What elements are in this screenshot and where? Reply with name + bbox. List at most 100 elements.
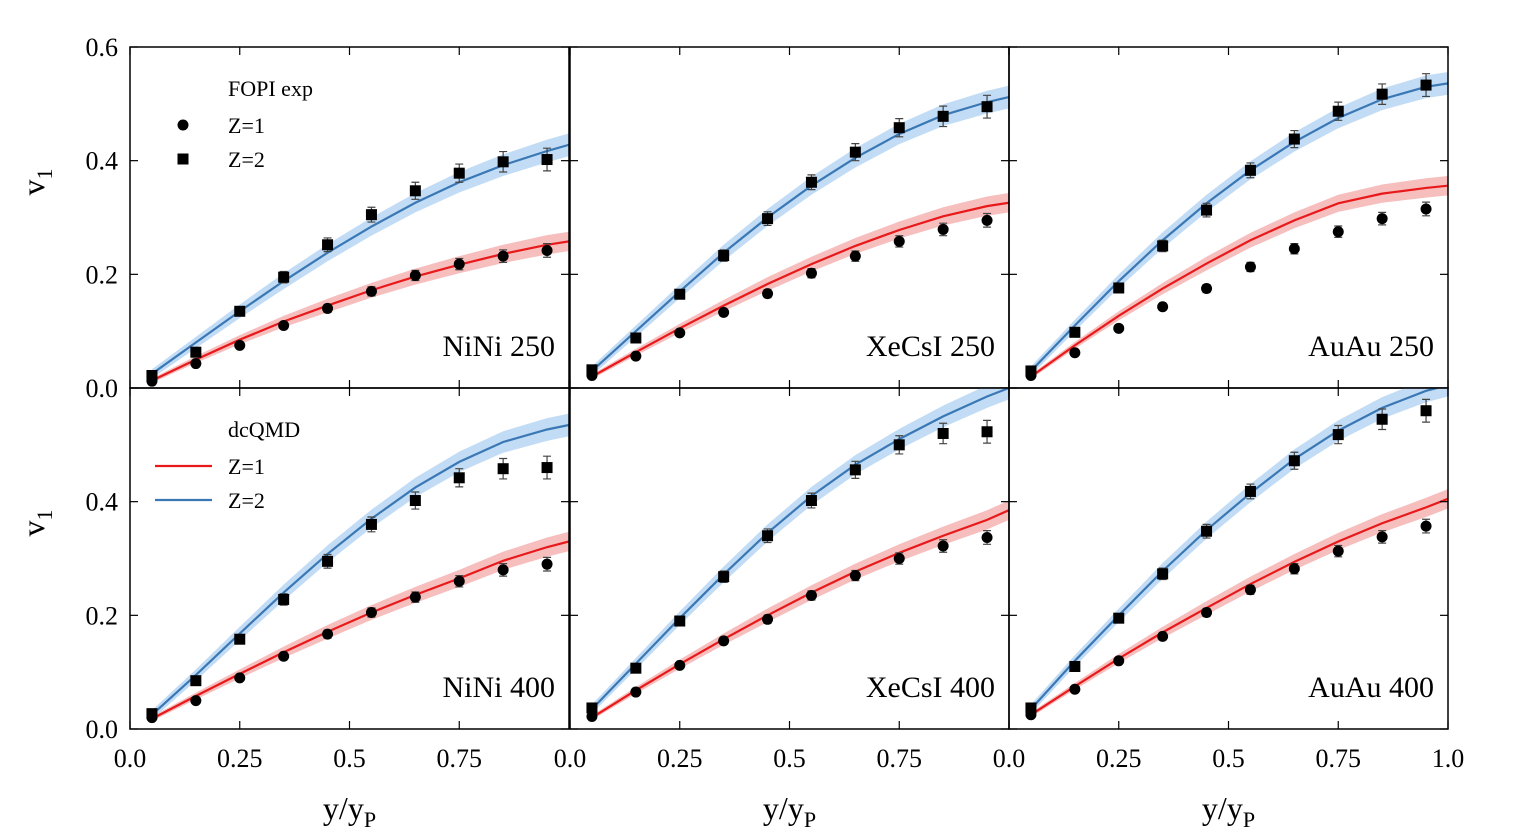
- data-point: [674, 327, 686, 339]
- data-point: [1332, 226, 1344, 238]
- data-point: [1332, 429, 1344, 441]
- data-point: [1376, 413, 1388, 425]
- data-point: [1025, 365, 1037, 377]
- legend-label: Z=2: [228, 488, 265, 513]
- data-point: [453, 258, 465, 270]
- data-point: [1113, 612, 1125, 624]
- model-band: [151, 231, 569, 383]
- data-point: [1288, 455, 1300, 467]
- x-axis-label: y/yP: [1202, 790, 1255, 832]
- data-point: [1201, 204, 1213, 216]
- model-band: [591, 500, 1009, 720]
- data-point: [937, 110, 949, 122]
- x-tick-label: 0.5: [333, 744, 366, 773]
- data-point: [586, 702, 598, 714]
- data-point: [762, 530, 774, 542]
- legend-title: dcQMD: [228, 417, 300, 442]
- x-tick-label: 0.25: [217, 744, 263, 773]
- data-point: [981, 426, 993, 438]
- x-tick-label: 0.5: [773, 744, 806, 773]
- data-point: [937, 540, 949, 552]
- y-tick-label: 0.4: [86, 488, 119, 517]
- model-band: [1030, 72, 1448, 376]
- data-point: [497, 156, 509, 168]
- data-point: [893, 235, 905, 247]
- data-point: [1332, 545, 1344, 557]
- data-point: [805, 176, 817, 188]
- model-band: [1030, 176, 1448, 379]
- data-point: [849, 570, 861, 582]
- data-point: [1288, 133, 1300, 145]
- data-point: [322, 239, 334, 251]
- x-axis-label: y/yP: [763, 790, 816, 832]
- x-tick-label: 0.0: [993, 744, 1026, 773]
- data-point: [849, 250, 861, 262]
- x-tick-label: 0.0: [114, 744, 147, 773]
- x-tick-label: 1.0: [1432, 744, 1465, 773]
- x-axis-label-main: y/y: [323, 790, 364, 826]
- panel-label: AuAu 400: [1308, 671, 1434, 704]
- data-point: [1332, 105, 1344, 117]
- x-axis-label-main: y/y: [763, 790, 804, 826]
- data-point: [409, 495, 421, 507]
- model-line: [591, 201, 1009, 378]
- data-point: [1201, 283, 1213, 295]
- data-point: [453, 167, 465, 179]
- data-point: [146, 708, 158, 720]
- data-point: [1069, 683, 1081, 695]
- data-point: [234, 305, 246, 317]
- panel: [1025, 388, 1448, 721]
- data-point: [453, 472, 465, 484]
- y-tick-label: 0.2: [86, 260, 119, 289]
- data-point: [1069, 326, 1081, 338]
- data-point: [1113, 322, 1125, 334]
- data-point: [981, 531, 993, 543]
- data-point: [409, 269, 421, 281]
- data-point: [981, 214, 993, 226]
- data-point: [234, 633, 246, 645]
- data-point: [893, 122, 905, 134]
- data-point: [1420, 79, 1432, 91]
- data-point: [322, 628, 334, 640]
- data-point: [674, 288, 686, 300]
- data-point: [586, 364, 598, 376]
- data-point: [762, 288, 774, 300]
- data-point: [497, 250, 509, 262]
- data-point: [190, 695, 202, 707]
- data-point: [1376, 531, 1388, 543]
- data-point: [234, 339, 246, 351]
- data-point: [981, 101, 993, 113]
- data-point: [322, 302, 334, 314]
- x-axis-label-main: y/y: [1202, 790, 1243, 826]
- data-point: [278, 593, 290, 605]
- data-point: [1157, 568, 1169, 580]
- x-axis-label: y/yP: [323, 790, 376, 832]
- y-tick-label: 0.0: [86, 715, 119, 744]
- data-point: [1244, 584, 1256, 596]
- x-axis-label-sub: P: [364, 807, 376, 832]
- data-point: [1201, 525, 1213, 537]
- panel: [146, 413, 569, 724]
- data-point: [630, 686, 642, 698]
- data-point: [718, 306, 730, 318]
- data-point: [365, 518, 377, 530]
- panel-label: NiNi 250: [443, 330, 556, 363]
- y-tick-label: 0.4: [86, 147, 119, 176]
- data-point: [1376, 88, 1388, 100]
- panel-label: XeCsI 250: [866, 330, 995, 363]
- data-point: [541, 154, 553, 166]
- legend-marker: [177, 119, 189, 131]
- model-band: [151, 531, 569, 722]
- panel: [146, 133, 569, 387]
- x-tick-label: 0.25: [1096, 744, 1142, 773]
- data-point: [937, 223, 949, 235]
- data-point: [365, 606, 377, 618]
- data-point: [1157, 630, 1169, 642]
- data-point: [541, 558, 553, 570]
- model-line: [1030, 184, 1448, 378]
- data-point: [805, 589, 817, 601]
- data-point: [630, 332, 642, 344]
- data-point: [1069, 347, 1081, 359]
- data-point: [1157, 301, 1169, 313]
- data-point: [849, 146, 861, 158]
